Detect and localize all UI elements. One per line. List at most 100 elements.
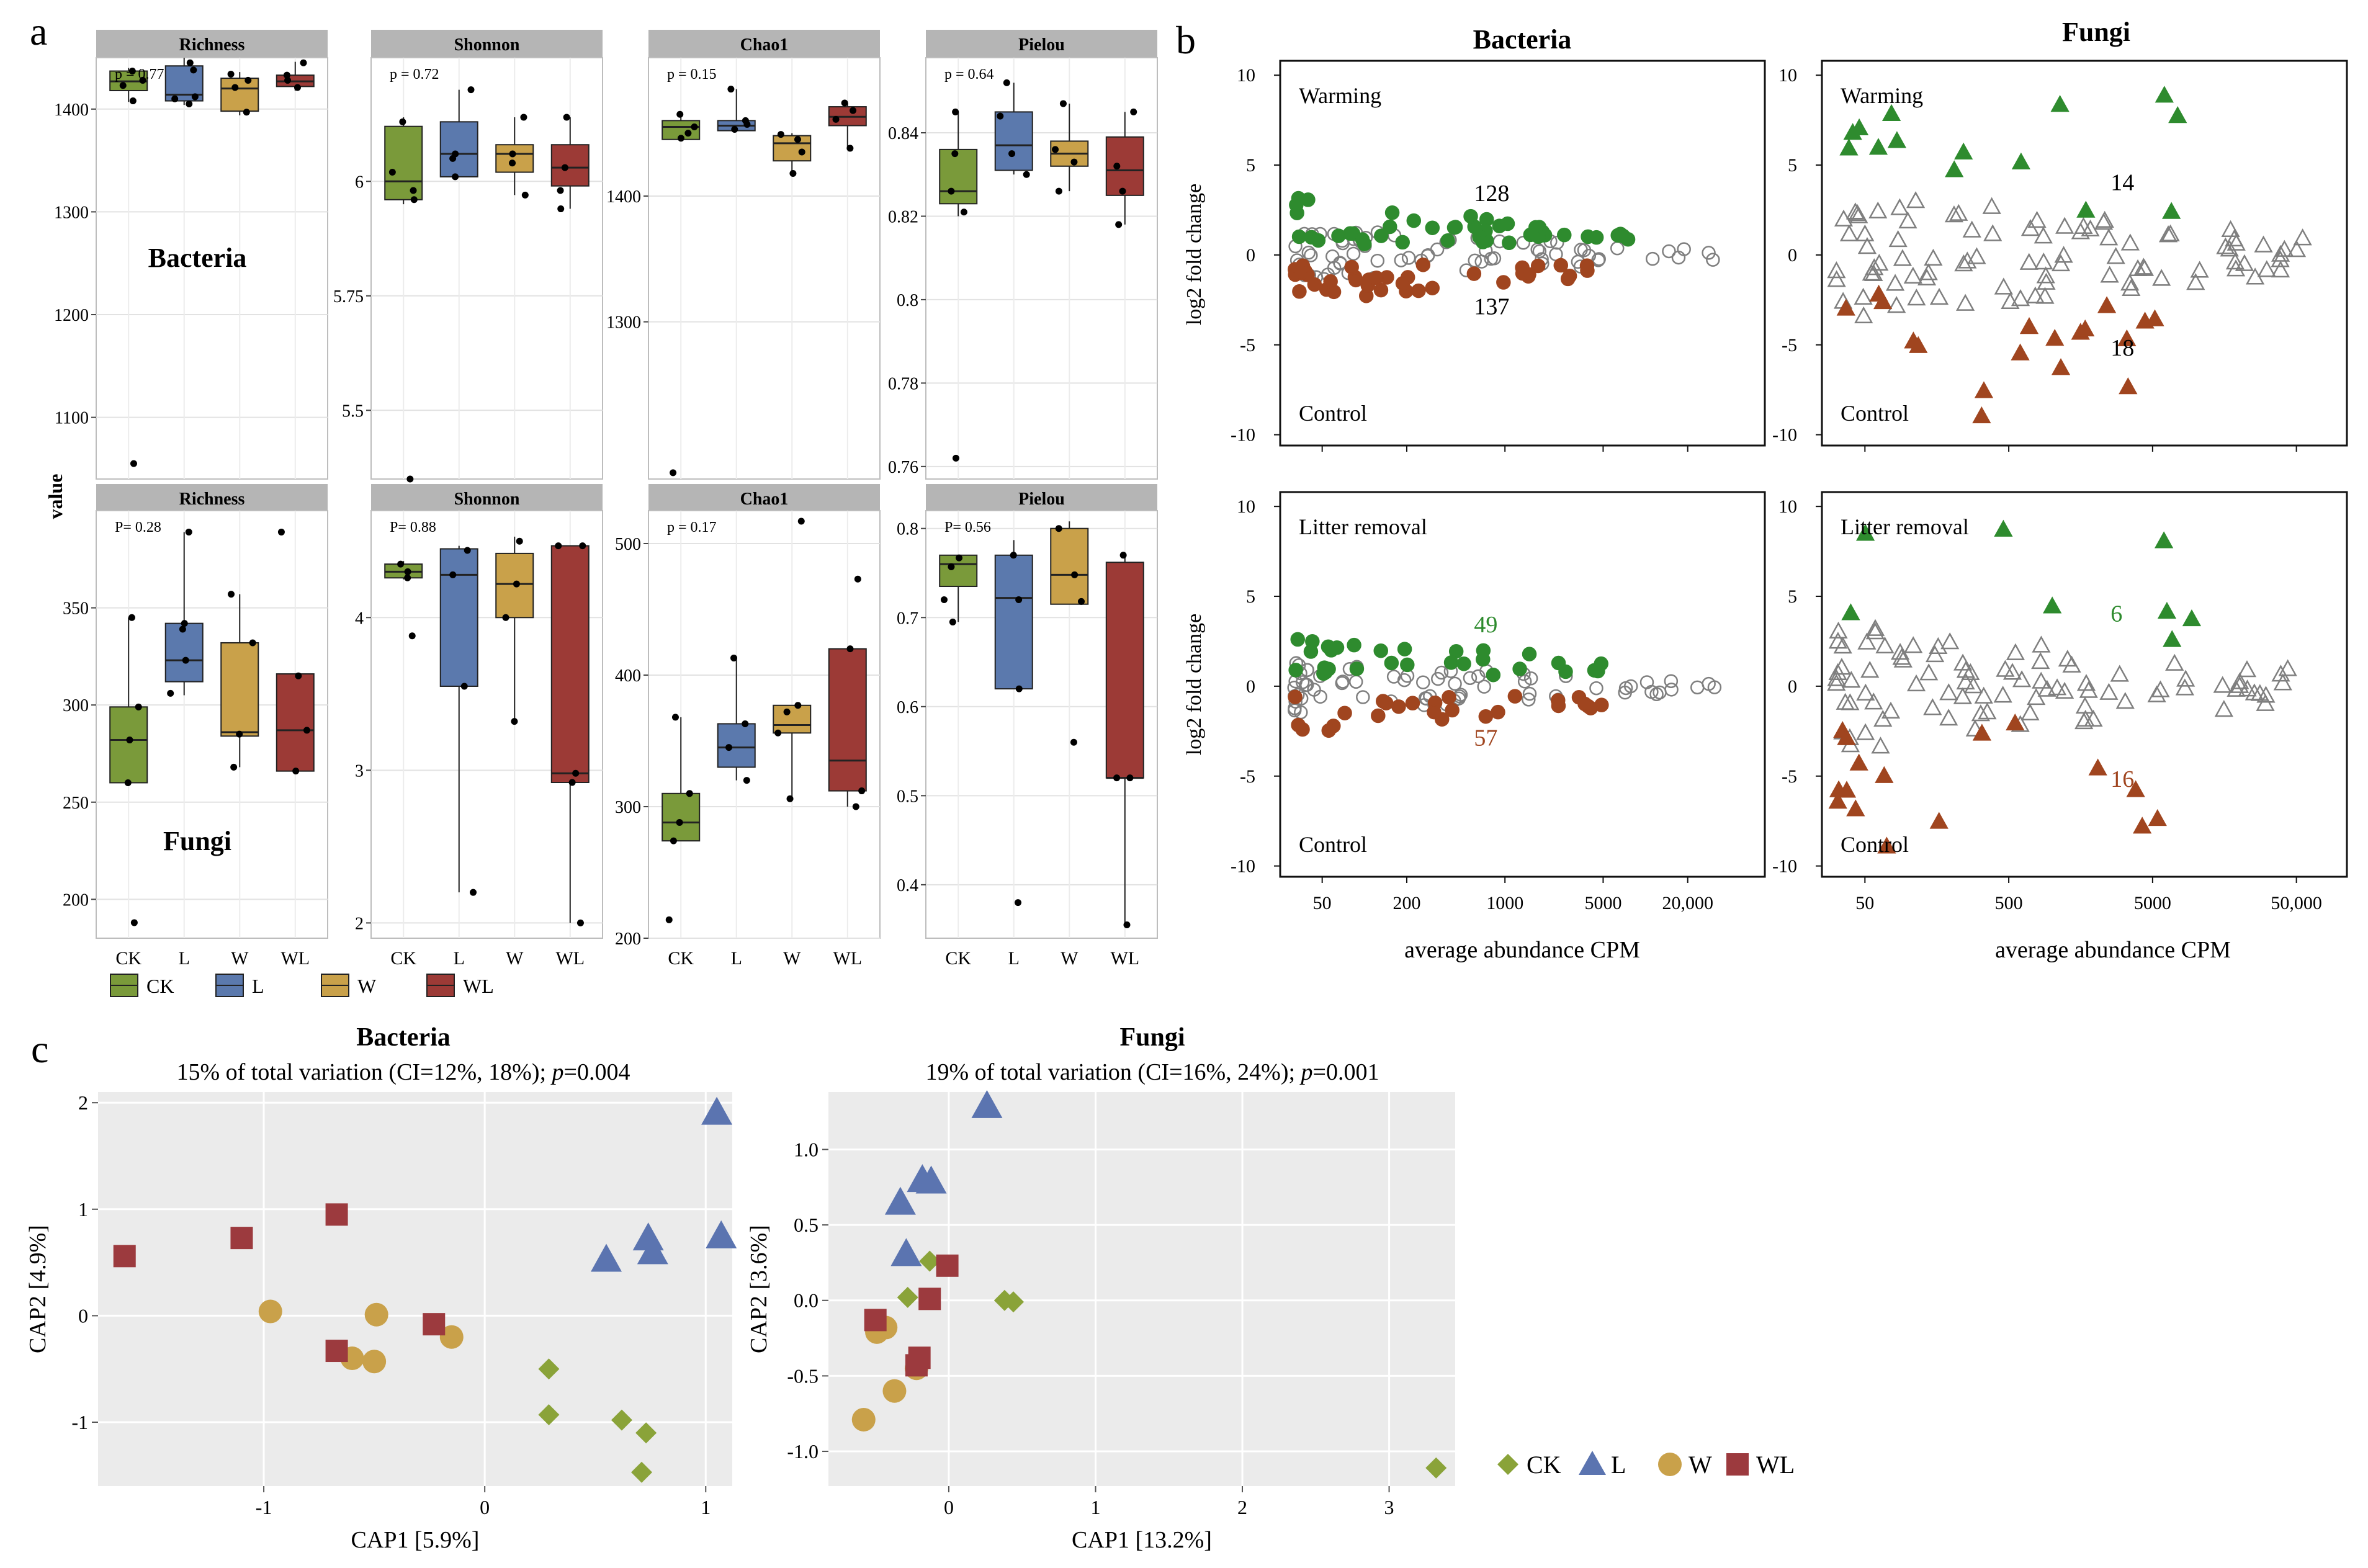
ns-point: [1906, 674, 1926, 692]
ns-point: [2225, 252, 2245, 270]
y-tick-label: 4: [355, 609, 364, 628]
box-point: [452, 173, 459, 181]
ns-point: [1662, 244, 1676, 259]
y-tick-label: 0: [1788, 245, 1797, 266]
cap-point-L: [884, 1186, 916, 1215]
de-point: [1522, 267, 1536, 282]
ns-point: [1591, 253, 1605, 267]
box-point: [464, 547, 471, 554]
y-tick-label: 0.82: [888, 207, 918, 226]
ns-point: [2058, 650, 2077, 667]
x-tick-label: 0: [944, 1496, 954, 1518]
control-label: Control: [1299, 832, 1367, 857]
box-point: [1130, 108, 1137, 115]
ns-point: [1925, 645, 1945, 663]
ns-point: [2135, 259, 2155, 276]
de-point: [1828, 792, 1847, 809]
y-tick-label: -10: [1231, 425, 1255, 446]
box-point: [182, 656, 189, 664]
box-point: [1015, 685, 1023, 692]
ns-point: [1645, 251, 1660, 266]
y-tick-label: 5.5: [342, 401, 364, 421]
de-point: [1400, 657, 1415, 673]
legend-label: W: [1689, 1451, 1712, 1479]
ns-point: [2230, 676, 2249, 693]
ns-point: [1677, 242, 1691, 256]
box-point: [670, 469, 677, 477]
ns-point: [2081, 219, 2100, 236]
box-point: [139, 76, 146, 84]
ns-point: [2245, 267, 2265, 285]
count-down: 16: [2110, 766, 2134, 792]
y-tick-label: -5: [1240, 766, 1255, 787]
y-tick-label: -10: [1772, 425, 1797, 446]
de-point: [1530, 258, 1546, 274]
ns-point: [2256, 686, 2276, 703]
box-point: [572, 769, 580, 777]
de-point: [2051, 358, 2071, 375]
ns-point: [2037, 679, 2056, 697]
de-point: [2133, 817, 2152, 834]
box-point: [300, 59, 307, 66]
de-point: [1395, 235, 1410, 250]
ns-point: [2214, 699, 2233, 717]
treatment-label: Litter removal: [1841, 514, 1969, 539]
de-point: [1289, 197, 1304, 213]
box-point: [1010, 552, 1017, 559]
box-point: [1070, 158, 1078, 166]
de-point: [1375, 694, 1391, 709]
de-point: [1589, 230, 1604, 245]
ns-point: [1898, 211, 1917, 229]
de-point: [1491, 704, 1505, 720]
ns-point: [1939, 709, 1958, 726]
x-tick-label: 5000: [2134, 893, 2171, 913]
ns-point: [1982, 197, 2001, 214]
box-point: [295, 672, 302, 679]
box-point: [190, 66, 197, 74]
ns-point: [2034, 253, 2053, 270]
de-point: [1590, 663, 1605, 679]
de-point: [1869, 284, 1888, 302]
box-L: [164, 622, 204, 683]
de-point: [1301, 192, 1316, 207]
ns-point: [1881, 701, 1901, 719]
facet-title: Chao1: [740, 490, 789, 509]
box-point: [130, 919, 138, 926]
panel-label-a: a: [30, 9, 47, 53]
box-point: [1052, 146, 1059, 153]
y-tick-label: 1.0: [794, 1138, 818, 1160]
box-point: [948, 563, 955, 570]
ns-point: [2293, 228, 2312, 246]
x-tick-label: 50: [1313, 893, 1332, 913]
ns-point: [2084, 709, 2103, 727]
ns-point: [1522, 686, 1537, 701]
de-point: [1293, 265, 1308, 280]
de-point: [1478, 709, 1494, 724]
cap-subtitle-value: =0.004: [564, 1059, 630, 1085]
row-label-fungi: Fungi: [163, 826, 231, 856]
ns-point: [1690, 680, 1705, 695]
y-tick-label: 10: [1778, 65, 1797, 86]
de-point: [2006, 713, 2025, 731]
de-point: [1326, 284, 1342, 300]
cap-title: Bacteria: [356, 1023, 451, 1052]
de-point: [1855, 524, 1875, 541]
de-point: [1553, 258, 1569, 273]
de-point: [1307, 277, 1322, 292]
ns-point: [1864, 264, 1883, 282]
de-point: [1466, 266, 1482, 281]
de-point: [1331, 228, 1346, 243]
ns-point: [1295, 675, 1310, 689]
p-value: P= 0.88: [390, 519, 436, 535]
box-point: [956, 554, 963, 562]
y-tick-label: 0.7: [897, 609, 918, 628]
de-point: [1391, 699, 1406, 714]
y-tick-label: 300: [615, 798, 641, 817]
cap-y-label: CAP2 [3.6%]: [746, 1225, 772, 1353]
de-point: [1329, 640, 1345, 655]
ns-point: [2032, 671, 2051, 689]
ns-point: [2254, 235, 2273, 253]
control-label: Control: [1299, 401, 1367, 426]
y-tick-label: 5: [1246, 586, 1255, 607]
